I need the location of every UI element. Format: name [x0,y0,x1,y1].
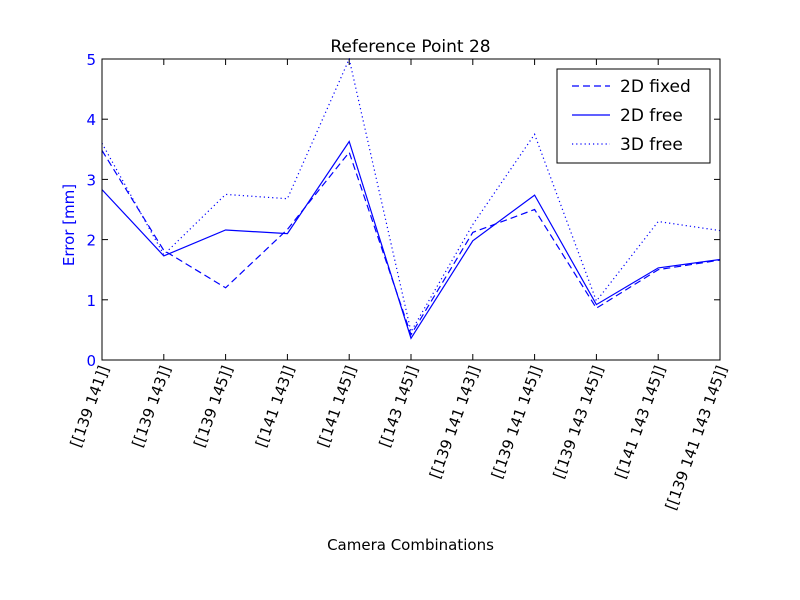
y-tick-label: 3 [86,171,96,189]
x-tick-label: [[143 145]] [376,363,422,449]
x-tick-label: [[141 143]] [252,363,298,449]
legend-label: 2D free [620,106,683,126]
x-tick-label: [[139 143 145]] [550,363,608,481]
x-tick-label: [[139 141 143 145]] [662,363,731,512]
series-line-2d-fixed [102,150,720,337]
y-tick-label: 0 [86,352,96,370]
plot-area-frame [101,58,721,361]
series-lines [102,58,720,340]
y-axis-label: Error [mm] [60,184,78,266]
x-axis-label: Camera Combinations [327,536,494,554]
series-line-3d-free [102,58,720,334]
y-tick-label: 2 [86,232,96,250]
legend-box [556,68,711,164]
y-tick-label: 4 [86,111,96,129]
y-tick-label: 5 [86,51,96,69]
x-tick-label: [[141 143 145]] [611,363,669,481]
x-tick-label: [[139 141]] [67,363,113,449]
x-tick-label: [[139 143]] [128,363,174,449]
legend-label: 2D fixed [620,77,691,97]
legend: 2D fixed 2D free 3D free [556,68,711,164]
chart-title: Reference Point 28 [330,37,490,57]
series-line-2d-free [102,140,720,340]
x-tick-label: [[139 141 145]] [488,363,546,481]
legend-label: 3D free [620,135,683,155]
y-tick-label: 1 [86,292,96,310]
x-tick-label: [[141 145]] [314,363,360,449]
x-tick-label: [[139 141 143]] [426,363,484,481]
x-tick-label: [[139 145]] [190,363,236,449]
